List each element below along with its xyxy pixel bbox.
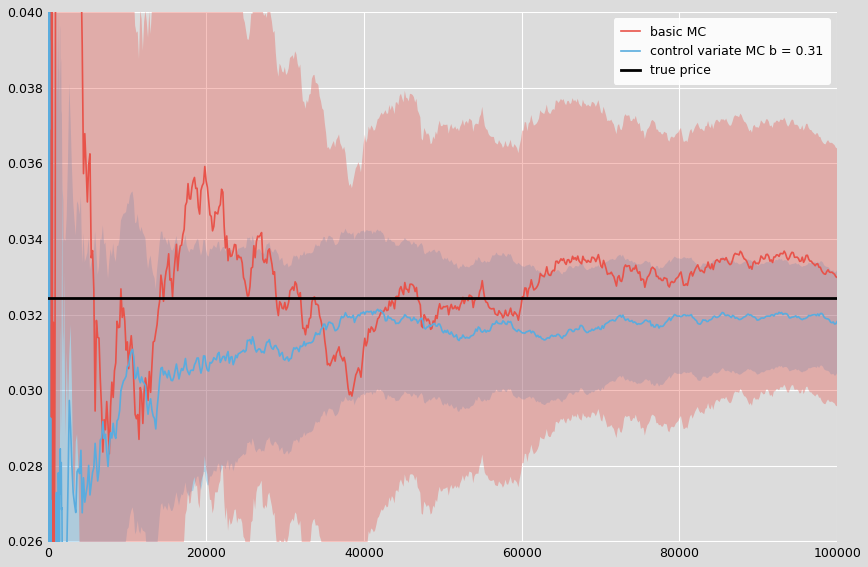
basic MC (570, 254, 581, 261)
control variate MC b = 0.31 (746, 311, 756, 318)
control variate MC b = 0.31 (375, 307, 385, 314)
control variate MC b = 0.31 (809, 311, 819, 318)
control variate MC b = 0.31 (500, 320, 510, 327)
basic MC (832, 274, 842, 281)
control variate MC b = 0.31 (486, 324, 496, 331)
true price (43, 294, 54, 301)
control variate MC b = 0.31 (832, 318, 842, 325)
Line: basic MC: basic MC (49, 0, 837, 567)
control variate MC b = 0.31 (569, 328, 579, 335)
basic MC (810, 263, 820, 269)
Legend: basic MC, control variate MC b = 0.31, true price: basic MC, control variate MC b = 0.31, t… (614, 18, 831, 84)
basic MC (487, 305, 497, 312)
true price (43, 294, 54, 301)
basic MC (746, 266, 757, 273)
basic MC (502, 312, 512, 319)
Line: control variate MC b = 0.31: control variate MC b = 0.31 (49, 0, 837, 567)
basic MC (377, 307, 387, 314)
